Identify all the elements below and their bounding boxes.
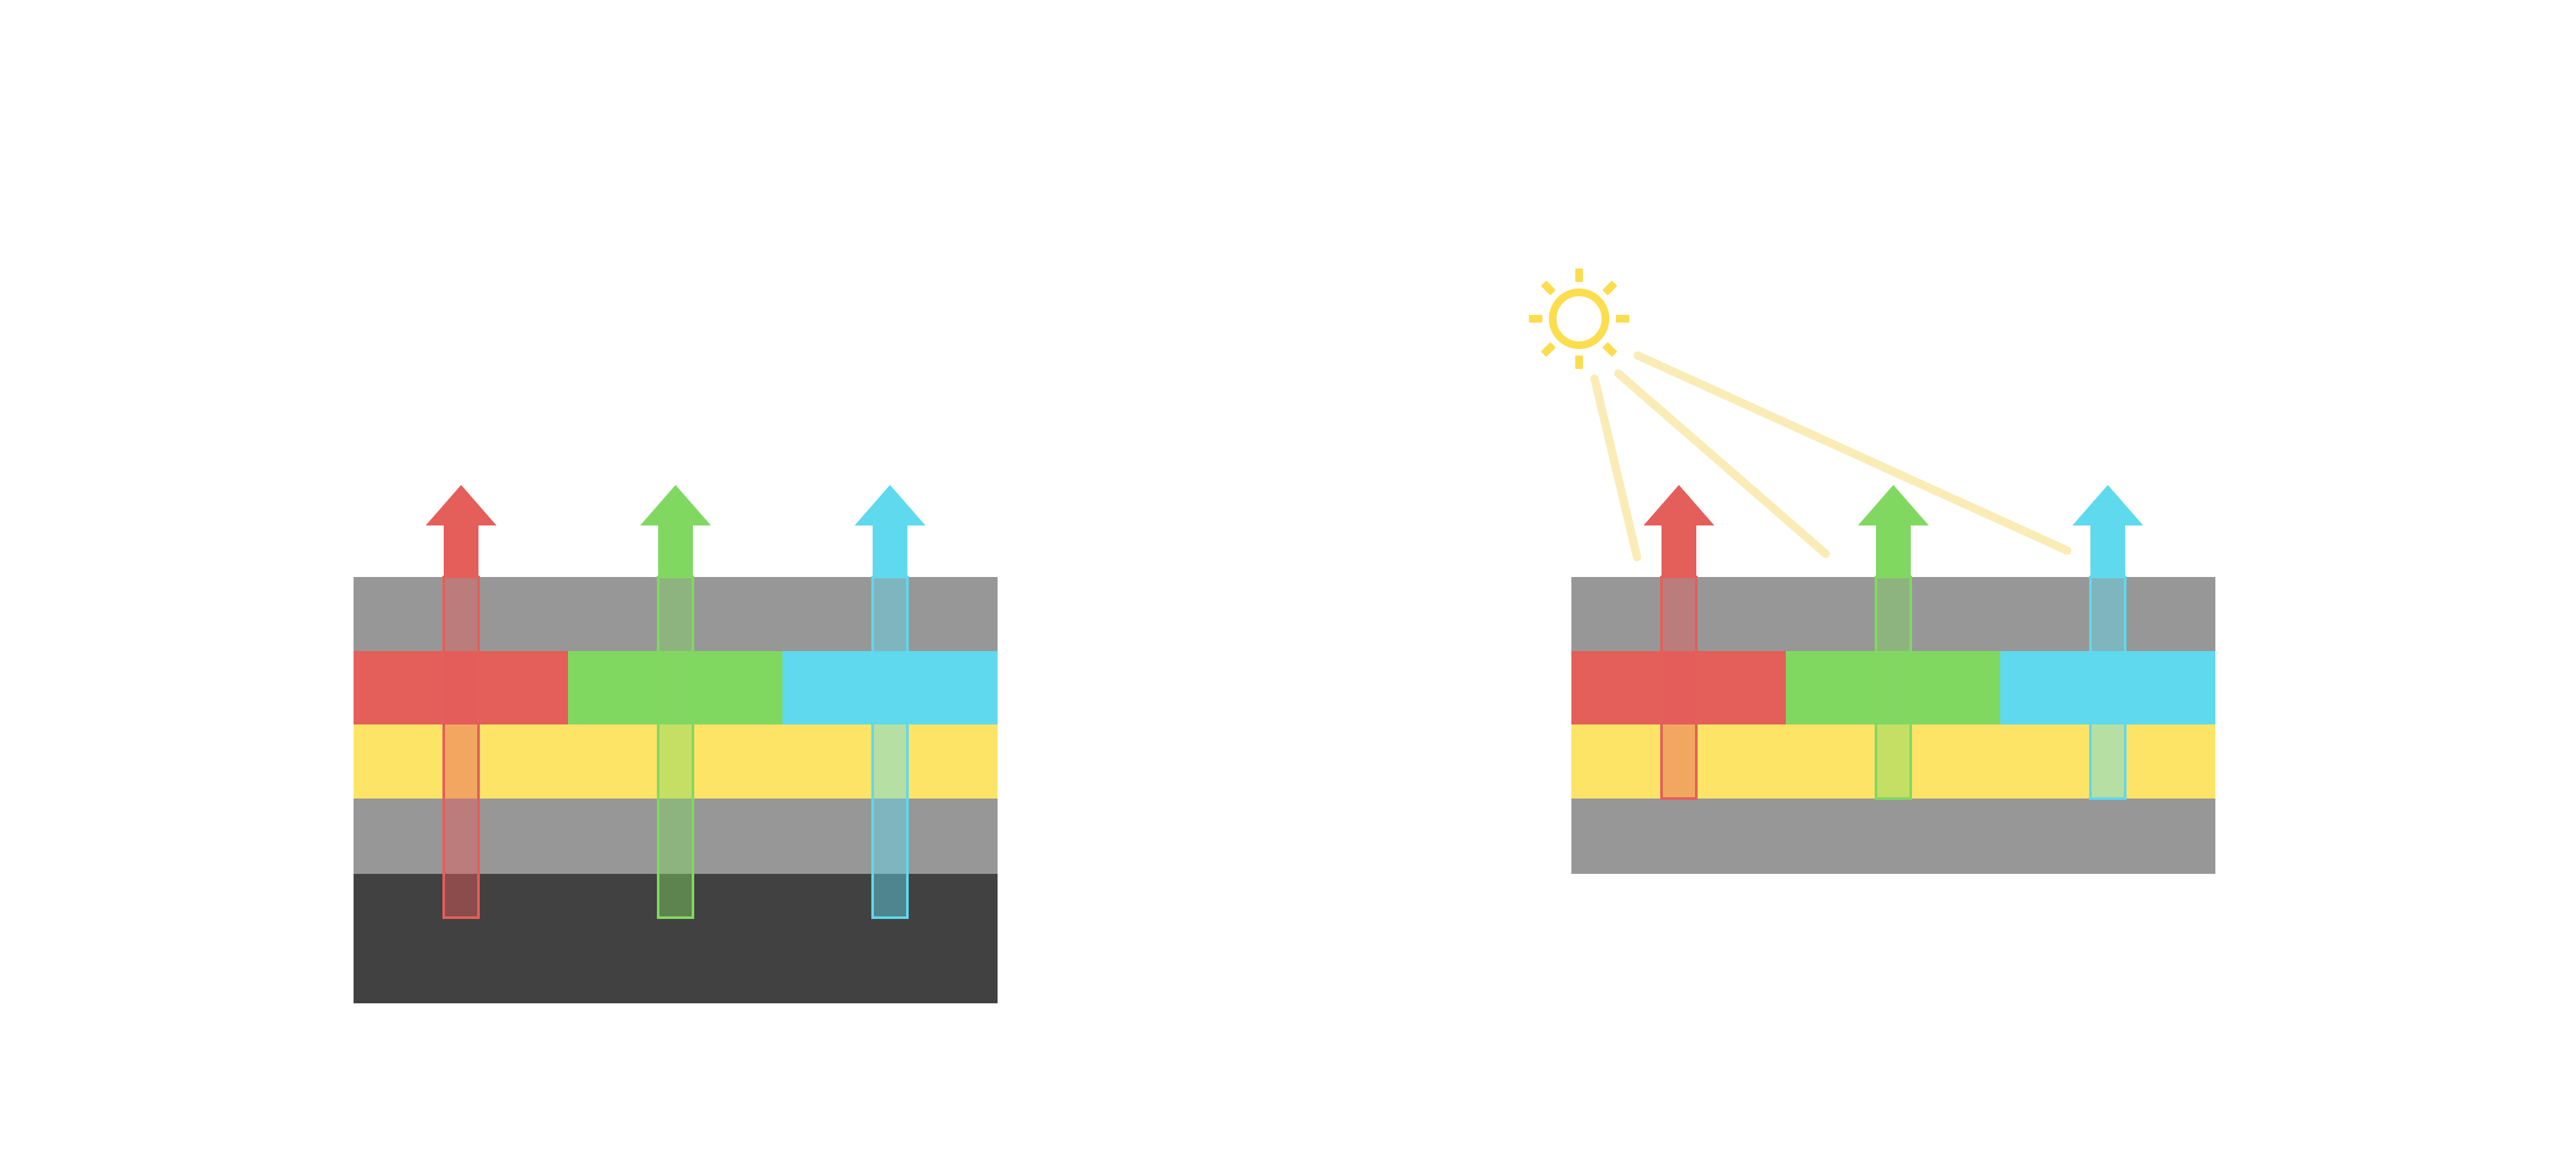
red-light-arrow-shaft [442, 576, 480, 919]
sun-ray-tick [1616, 315, 1629, 323]
sunlight-beams [1590, 351, 2072, 562]
sunlight-beam [1633, 351, 2072, 555]
emissive-display-diagram-stack [354, 577, 998, 1003]
gray-layer-top [1571, 577, 2215, 651]
gray-layer-bottom [354, 799, 998, 874]
sun-ray-tick [1541, 342, 1556, 357]
green-light-arrow-shaft [657, 576, 694, 919]
green-light-arrow [1858, 485, 1929, 577]
reflective-display-diagram [1529, 269, 2215, 874]
subpixel-red [354, 651, 568, 724]
sun-ray-tick [1541, 281, 1556, 296]
subpixel-blue [2000, 651, 2215, 724]
sunlight-beam [1590, 374, 1642, 562]
blue-light-arrow [855, 485, 925, 577]
sun-ray-tick [1575, 269, 1583, 282]
green-light-arrow [640, 485, 711, 577]
sun-ray-tick [1602, 281, 1617, 296]
sun-icon [1529, 269, 1629, 369]
reflective-display-diagram-stack [1571, 577, 2215, 874]
red-light-arrow [1643, 485, 1714, 577]
yellow-layer [354, 724, 998, 799]
yellow-layer [1571, 724, 2215, 799]
subpixel-green [568, 651, 782, 724]
sunlight-beam [1614, 369, 1830, 558]
red-light-arrow-shaft [1660, 576, 1698, 800]
sun-ray-tick [1529, 315, 1542, 323]
sun-ray-tick [1575, 355, 1583, 369]
blue-light-arrow-shaft [871, 576, 909, 919]
emissive-display-diagram [354, 485, 998, 1003]
gray-layer-top [354, 577, 998, 651]
subpixel-blue [782, 651, 998, 724]
green-light-arrow-shaft [1875, 576, 1912, 800]
subpixel-green [1786, 651, 2000, 724]
reflective-display-diagram-light-arrows [1643, 485, 2143, 800]
red-light-arrow [426, 485, 497, 577]
sun-core-ring [1549, 288, 1609, 349]
gray-layer-bottom [1571, 799, 2215, 874]
blue-light-arrow-shaft [2089, 576, 2126, 800]
subpixel-red [1571, 651, 1786, 724]
sun-ray-tick [1602, 342, 1617, 357]
blue-light-arrow [2072, 485, 2143, 577]
emissive-display-diagram-light-arrows [426, 485, 925, 919]
dark-backlight-layer [354, 874, 998, 1003]
